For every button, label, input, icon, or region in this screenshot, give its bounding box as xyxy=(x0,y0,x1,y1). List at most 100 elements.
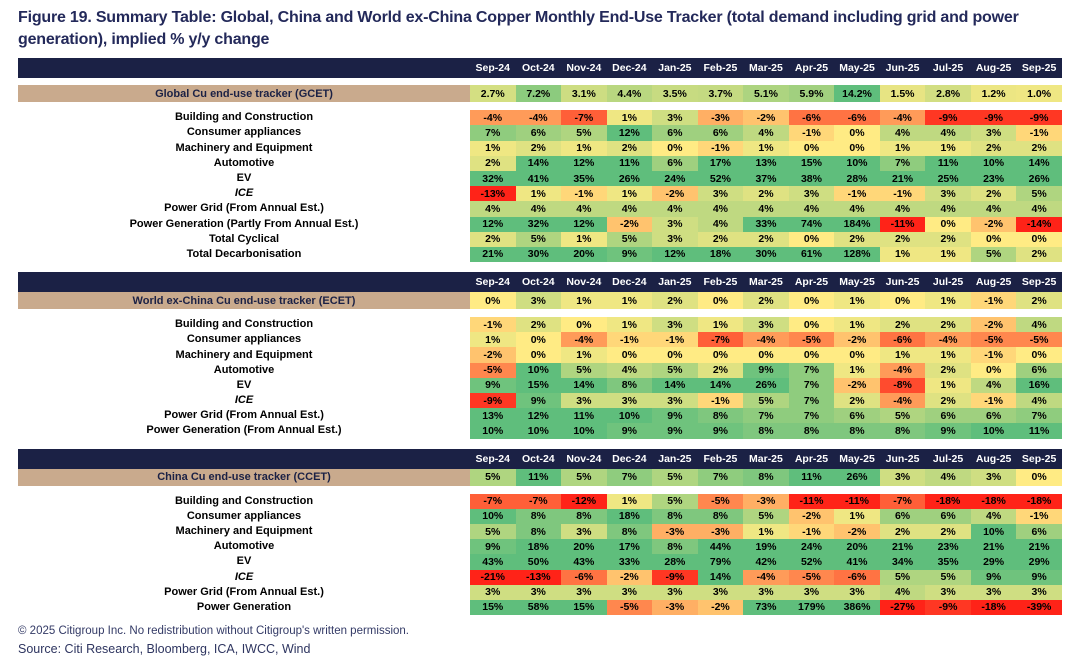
heatmap-cell: -6% xyxy=(834,110,880,126)
tracker-row-ccet: China Cu end-use tracker (CCET) 5% 11% 5% 7%… xyxy=(18,468,1062,486)
category-rows: Building and Construction -4% -4% -7% 1% 3% -3… xyxy=(18,110,1062,263)
heatmap-cell: 2% xyxy=(515,317,562,333)
heatmap-cell: -11% xyxy=(879,216,926,232)
heatmap-cell: 8% xyxy=(743,423,789,439)
heatmap-cell: 4% xyxy=(970,201,1017,217)
month-header-cell: Dec-24 xyxy=(612,452,647,465)
tracker-value-cell: 5.9% xyxy=(788,85,835,103)
month-header-row: Sep-24 Oct-24 Nov-24 Dec-24 Jan-25 Feb-25 Mar-… xyxy=(18,448,1062,469)
heatmap-cell: 50% xyxy=(515,554,562,570)
heatmap-cell: 3% xyxy=(561,393,607,409)
heatmap-cell: 1% xyxy=(925,140,971,156)
heatmap-cell: 7% xyxy=(879,155,926,171)
heatmap-cell: 3% xyxy=(561,584,607,600)
month-header-cell: Jul-25 xyxy=(932,62,964,75)
heatmap-cell: 13% xyxy=(470,408,516,424)
heatmap-cell: -18% xyxy=(925,493,971,509)
heatmap-cell: 8% xyxy=(606,523,653,540)
heatmap-cell: 24% xyxy=(652,170,698,187)
heatmap-cell: 4% xyxy=(970,377,1017,393)
heatmap-cell: 11% xyxy=(606,155,653,171)
heatmap-cell: 128% xyxy=(834,246,880,263)
heatmap-cell: -2% xyxy=(606,216,653,232)
heatmap-cell: 4% xyxy=(561,201,607,217)
category-rows: Building and Construction -7% -7% -12% 1% 5% -… xyxy=(18,493,1062,616)
heatmap-cell: 35% xyxy=(925,554,971,570)
heatmap-cell: 61% xyxy=(788,246,835,263)
heatmap-cell: 0% xyxy=(788,140,835,156)
month-header-cell: Jan-25 xyxy=(658,62,692,75)
heatmap-cell: -6% xyxy=(879,332,926,348)
heatmap-cell: 5% xyxy=(652,493,698,509)
tracker-value-cell: -1% xyxy=(970,292,1017,310)
heatmap-cell: 6% xyxy=(925,408,971,424)
heatmap-cell: 29% xyxy=(970,554,1017,570)
heatmap-cell: 26% xyxy=(1016,170,1062,187)
heatmap-cell: 5% xyxy=(470,523,516,540)
heatmap-cell: -5% xyxy=(606,599,653,616)
heatmap-cell: 15% xyxy=(470,599,516,616)
heatmap-cell: 9% xyxy=(697,423,744,439)
month-header-cell: May-25 xyxy=(839,276,875,289)
tracker-value-cell: 8% xyxy=(743,468,789,486)
heatmap-cell: 3% xyxy=(788,584,835,600)
heatmap-cell: 43% xyxy=(470,554,516,570)
heatmap-cell: 4% xyxy=(788,201,835,217)
heatmap-cell: 4% xyxy=(515,201,562,217)
heatmap-cell: 1% xyxy=(561,140,607,156)
month-header-cell: Jul-25 xyxy=(932,276,964,289)
heatmap-cell: 4% xyxy=(697,216,744,232)
heatmap-cell: 9% xyxy=(652,423,698,439)
heatmap-cell: 3% xyxy=(697,584,744,600)
month-header-cell: Jan-25 xyxy=(658,452,692,465)
row-label: Power Generation (Partly From Annual Est… xyxy=(129,217,359,230)
heatmap-cell: 4% xyxy=(1016,317,1062,333)
heatmap-cell: -2% xyxy=(652,186,698,202)
heatmap-cell: 1% xyxy=(879,140,926,156)
heatmap-cell: -13% xyxy=(470,186,516,202)
month-header-cell: Jan-25 xyxy=(658,276,692,289)
heatmap-cell: 1% xyxy=(925,246,971,263)
heatmap-cell: 3% xyxy=(652,317,698,333)
heatmap-cell: -4% xyxy=(879,362,926,378)
month-header-cell: Jun-25 xyxy=(885,452,920,465)
table-row: Total Decarbonisation 21% 30% 20% 9% 12% 18% 30… xyxy=(18,246,1062,263)
heatmap-cell: 0% xyxy=(1016,347,1062,363)
heatmap-cell: 21% xyxy=(970,539,1017,555)
tracker-row-ecet: World ex-China Cu end-use tracker (ECET)… xyxy=(18,292,1062,310)
heatmap-cell: -1% xyxy=(970,347,1017,363)
heatmap-cell: -2% xyxy=(470,347,516,363)
heatmap-cell: 5% xyxy=(515,231,562,247)
table-gcet: Sep-24 Oct-24 Nov-24 Dec-24 Jan-25 Feb-25 Mar-… xyxy=(18,58,1062,263)
heatmap-cell: -7% xyxy=(697,332,744,348)
heatmap-cell: 26% xyxy=(606,170,653,187)
heatmap-cell: 8% xyxy=(788,423,835,439)
heatmap-cell: -2% xyxy=(697,599,744,616)
heatmap-cell: 42% xyxy=(743,554,789,570)
heatmap-cell: 43% xyxy=(561,554,607,570)
heatmap-cell: -1% xyxy=(470,317,516,333)
heatmap-cell: 4% xyxy=(879,584,926,600)
tracker-value-cell: 1.0% xyxy=(1016,85,1062,103)
heatmap-cell: 3% xyxy=(970,584,1017,600)
heatmap-cell: 58% xyxy=(515,599,562,616)
table-row: Power Generation (From Annual Est.) 10% 10… xyxy=(18,423,1062,439)
heatmap-cell: 2% xyxy=(697,231,744,247)
heatmap-cell: 16% xyxy=(1016,377,1062,393)
tracker-value-cell: 2% xyxy=(1016,292,1062,310)
source-note: Source: Citi Research, Bloomberg, ICA, I… xyxy=(18,642,311,657)
heatmap-cell: 7% xyxy=(788,362,835,378)
heatmap-cell: 10% xyxy=(515,362,562,378)
month-header-cell: Sep-24 xyxy=(475,62,510,75)
row-label: Building and Construction xyxy=(174,318,314,331)
heatmap-cell: -3% xyxy=(652,523,698,540)
heatmap-cell: 2% xyxy=(470,155,516,171)
heatmap-cell: 12% xyxy=(515,408,562,424)
table-row: ICE -21% -13% -6% -2% -9% 14% -4% -5% -6% 5% 5% 9% 9% xyxy=(18,569,1062,585)
table-row: Automotive 2% 14% 12% 11% 6% 17% 13% 15% 10% 7% 11%… xyxy=(18,155,1062,171)
heatmap-cell: 1% xyxy=(606,493,653,509)
heatmap-cell: 14% xyxy=(697,377,744,393)
tracker-row-gcet: Global Cu end-use tracker (GCET) 2.7% 7.2%… xyxy=(18,85,1062,103)
heatmap-cell: 4% xyxy=(743,201,789,217)
heatmap-cell: -1% xyxy=(788,125,835,141)
